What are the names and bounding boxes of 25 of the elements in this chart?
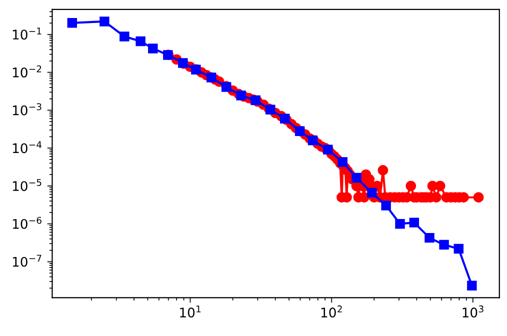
point [439, 240, 449, 250]
point [250, 95, 260, 106]
point [367, 188, 377, 198]
x-tick-label: 10$^{3}$ [462, 305, 484, 318]
point [136, 36, 146, 46]
point [454, 244, 464, 254]
point [352, 172, 362, 183]
point [424, 232, 434, 243]
x-tick-label: 10$^{2}$ [321, 305, 342, 318]
point [381, 200, 391, 210]
point [409, 218, 420, 228]
point [120, 32, 130, 42]
y-tick-label: 10$^{−4}$ [12, 141, 42, 154]
point [467, 280, 477, 291]
y-tick-label: 10$^{−1}$ [12, 28, 42, 40]
point [395, 218, 405, 229]
point [236, 90, 246, 100]
y-tick-label: 10$^{−6}$ [12, 216, 42, 229]
point [338, 157, 348, 167]
y-tick-label: 10$^{−5}$ [12, 179, 42, 192]
y-tick-label: 10$^{−3}$ [12, 103, 42, 116]
x-tick-label: 10$^{1}$ [180, 306, 201, 318]
point [148, 44, 158, 54]
y-tick-label: 10$^{−2}$ [12, 65, 42, 78]
y-tick-label: 10$^{−7}$ [12, 254, 42, 267]
